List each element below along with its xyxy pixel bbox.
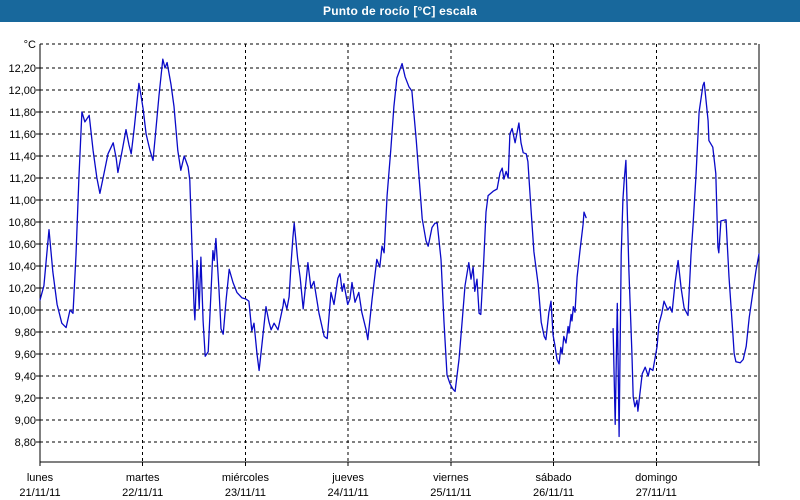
y-tick-label: 9,00	[15, 415, 36, 427]
x-date-label: 22/11/11	[122, 487, 163, 499]
window-titlebar: Punto de rocío [°C] escala	[0, 0, 800, 22]
x-day-label: domingo	[635, 472, 677, 484]
y-axis-unit-label: °C	[24, 39, 36, 51]
series-line	[39, 58, 587, 393]
y-tick-label: 11,60	[9, 129, 36, 141]
x-date-label: 27/11/11	[636, 487, 677, 499]
y-tick-label: 11,20	[9, 173, 36, 185]
x-day-label: miércoles	[222, 472, 270, 484]
x-date-label: 25/11/11	[430, 487, 471, 499]
y-tick-label: 8,80	[15, 437, 36, 449]
x-day-label: martes	[126, 472, 160, 484]
x-date-label: 26/11/11	[533, 487, 574, 499]
x-date-label: 21/11/11	[19, 487, 60, 499]
series-line	[612, 81, 760, 438]
y-tick-label: 10,20	[8, 283, 36, 295]
y-tick-label: 11,00	[9, 195, 36, 207]
x-date-label: 24/11/11	[328, 487, 369, 499]
y-tick-label: 9,80	[15, 327, 36, 339]
chart-background	[0, 22, 800, 500]
x-day-label: sábado	[536, 472, 572, 484]
x-day-label: jueves	[331, 472, 364, 484]
y-tick-label: 9,20	[15, 393, 36, 405]
y-tick-label: 11,80	[9, 107, 36, 119]
y-tick-label: 10,40	[8, 261, 36, 273]
y-tick-label: 12,20	[8, 63, 36, 75]
y-tick-label: 9,60	[15, 349, 36, 361]
y-tick-label: 10,60	[8, 239, 36, 251]
window-title: Punto de rocío [°C] escala	[322, 4, 478, 18]
x-date-label: 23/11/11	[225, 487, 266, 499]
y-tick-label: 10,00	[8, 305, 36, 317]
y-tick-label: 10,80	[8, 217, 36, 229]
x-day-label: viernes	[433, 472, 469, 484]
y-tick-label: 9,40	[15, 371, 36, 383]
x-day-label: lunes	[27, 472, 54, 484]
y-tick-label: 11,40	[9, 151, 36, 163]
y-tick-label: 12,00	[8, 85, 36, 97]
